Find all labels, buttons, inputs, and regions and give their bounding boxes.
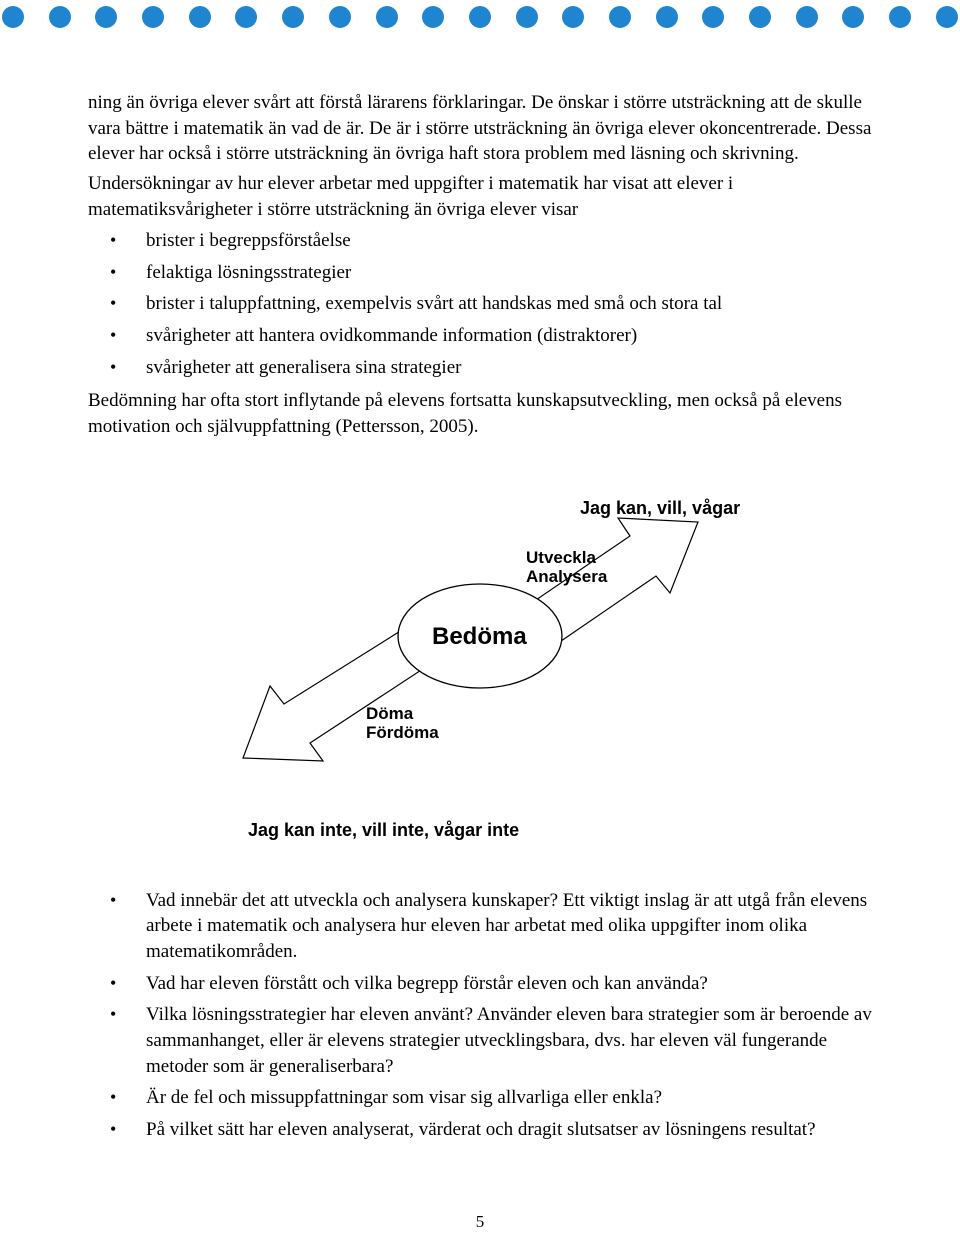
bedoma-diagram: Bedöma Utveckla Analysera Döma Fördöma J… (180, 468, 780, 848)
border-dot (2, 6, 24, 28)
paragraph-1: ning än övriga elever svårt att förstå l… (88, 90, 872, 167)
border-dot (376, 6, 398, 28)
diagram-center-label: Bedöma (432, 621, 527, 653)
bullet-list-2: Vad innebär det att utveckla och analyse… (88, 888, 872, 1143)
diagram-svg (180, 468, 780, 848)
list-item: brister i taluppfattning, exempelvis svå… (88, 291, 872, 317)
border-dot (749, 6, 771, 28)
list-item: Vad innebär det att utveckla och analyse… (88, 888, 872, 965)
list-item: svårigheter att generalisera sina strate… (88, 355, 872, 381)
border-dot (189, 6, 211, 28)
border-dot (889, 6, 911, 28)
list-item: svårigheter att hantera ovidkommande inf… (88, 323, 872, 349)
border-dot (469, 6, 491, 28)
paragraph-2: Undersökningar av hur elever arbetar med… (88, 171, 872, 222)
border-dot (422, 6, 444, 28)
border-dot (516, 6, 538, 28)
list-item: brister i begreppsförståelse (88, 228, 872, 254)
diagram-up-edge-label: Jag kan, vill, vågar (580, 496, 740, 520)
border-dot (329, 6, 351, 28)
diagram-up-small-label: Utveckla Analysera (526, 548, 607, 587)
paragraph-3: Bedömning har ofta stort inflytande på e… (88, 388, 872, 439)
border-dot (282, 6, 304, 28)
border-dot (142, 6, 164, 28)
border-dot (95, 6, 117, 28)
page-number: 5 (0, 1212, 960, 1232)
list-item: Vad har eleven förstått och vilka begrep… (88, 971, 872, 997)
border-dot (562, 6, 584, 28)
dot-border-top (0, 6, 960, 26)
list-item: Vilka lösningsstrategier har eleven anvä… (88, 1002, 872, 1079)
border-dot (702, 6, 724, 28)
border-dot (235, 6, 257, 28)
diagram-down-edge-label: Jag kan inte, vill inte, vågar inte (248, 818, 519, 842)
list-item: På vilket sätt har eleven analyserat, vä… (88, 1117, 872, 1143)
list-item: Är de fel och missuppfattningar som visa… (88, 1085, 872, 1111)
border-dot (49, 6, 71, 28)
list-item: felaktiga lösningsstrategier (88, 260, 872, 286)
border-dot (656, 6, 678, 28)
page-content: ning än övriga elever svårt att förstå l… (88, 90, 872, 1150)
bullet-list-1: brister i begreppsförståelse felaktiga lö… (88, 228, 872, 380)
border-dot (609, 6, 631, 28)
border-dot (936, 6, 958, 28)
border-dot (842, 6, 864, 28)
diagram-down-small-label: Döma Fördöma (366, 704, 439, 743)
border-dot (796, 6, 818, 28)
